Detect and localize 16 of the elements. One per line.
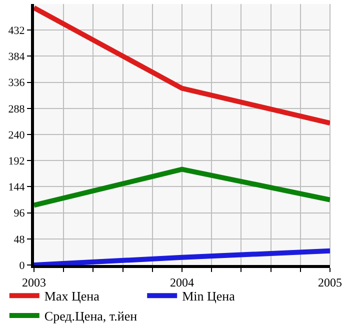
y-tick-label: 240 [8, 129, 26, 142]
y-tick-label: 96 [14, 208, 26, 220]
y-tick-label: 0 [19, 260, 26, 272]
y-tick-label: 144 [8, 182, 26, 194]
y-tick-label: 192 [8, 155, 25, 168]
y-tick-label: 384 [8, 51, 26, 64]
y-tick-label: 288 [8, 103, 26, 116]
y-tick-label: 432 [8, 24, 25, 37]
y-tick-label: 336 [8, 77, 26, 90]
y-tick-label: 48 [14, 234, 26, 246]
legend-label: Сред.Цена, т.йен [44, 308, 138, 324]
x-tick-label: 2004 [170, 275, 194, 290]
x-tick-label: 2005 [318, 275, 342, 290]
legend-label: Max Цена [44, 288, 100, 304]
x-tick-label: 2003 [22, 275, 46, 290]
legend-label: Min Цена [182, 288, 236, 304]
